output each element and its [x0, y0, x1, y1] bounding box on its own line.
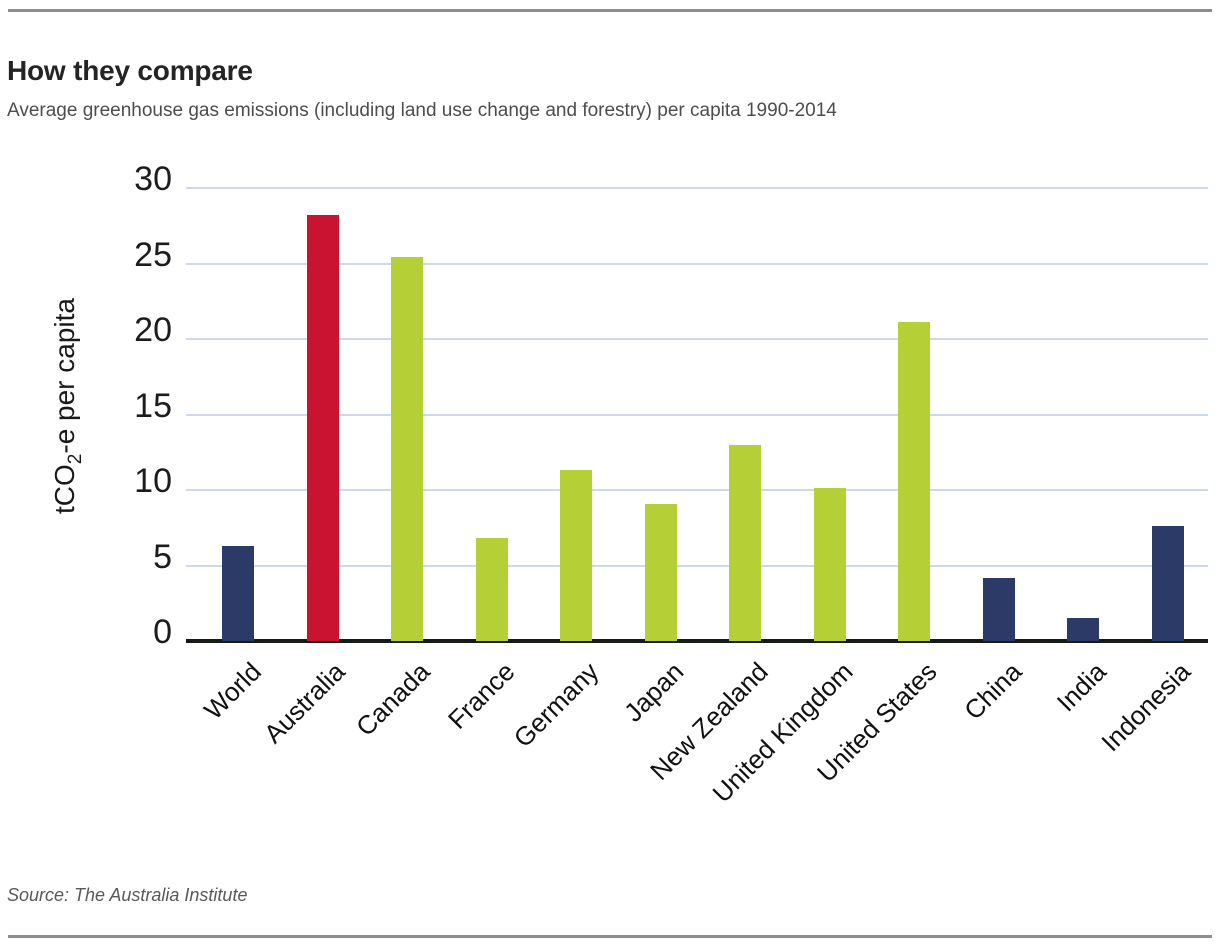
bar-new-zealand	[729, 444, 761, 641]
y-tick-label-10: 10	[134, 462, 172, 500]
gridline-25	[186, 262, 1208, 265]
x-tick-label-japan: Japan	[617, 656, 690, 728]
bar-australia	[306, 215, 339, 641]
x-tick-label-germany: Germany	[507, 656, 605, 754]
bottom-divider	[8, 935, 1212, 938]
chart-subtitle: Average greenhouse gas emissions (includ…	[7, 100, 837, 121]
bar-canada	[391, 257, 423, 641]
y-tick-label-20: 20	[134, 311, 172, 349]
bar-indonesia	[1151, 526, 1184, 641]
gridline-20	[186, 338, 1208, 340]
x-tick-label-china: China	[957, 656, 1028, 726]
page-title: How they compare	[7, 54, 253, 86]
source-note: Source: The Australia Institute	[7, 885, 248, 905]
y-tick-label-25: 25	[134, 235, 172, 274]
x-tick-label-canada: Canada	[349, 656, 436, 742]
gridline-10	[186, 489, 1208, 491]
bar-india	[1067, 618, 1099, 641]
bar-japan	[644, 503, 677, 641]
bar-france	[475, 538, 508, 641]
x-tick-label-australia: Australia	[258, 656, 352, 750]
x-axis-line	[186, 639, 1208, 643]
bar-world	[222, 545, 254, 641]
y-tick-label-5: 5	[153, 537, 172, 576]
gridline-5	[186, 564, 1208, 567]
bar-united-kingdom	[813, 488, 846, 641]
bar-united-states	[898, 322, 930, 641]
y-tick-label-15: 15	[134, 386, 172, 425]
bar-germany	[560, 470, 592, 641]
top-divider	[8, 9, 1212, 12]
x-tick-label-india: India	[1050, 656, 1112, 718]
gridline-15	[186, 413, 1208, 416]
x-tick-label-world: World	[197, 656, 267, 726]
x-tick-label-france: France	[441, 656, 521, 735]
x-tick-label-indonesia: Indonesia	[1095, 656, 1197, 758]
gridline-30	[186, 187, 1208, 189]
y-tick-label-30: 30	[134, 160, 172, 198]
bar-china	[982, 577, 1015, 641]
y-tick-label-0: 0	[153, 613, 172, 651]
